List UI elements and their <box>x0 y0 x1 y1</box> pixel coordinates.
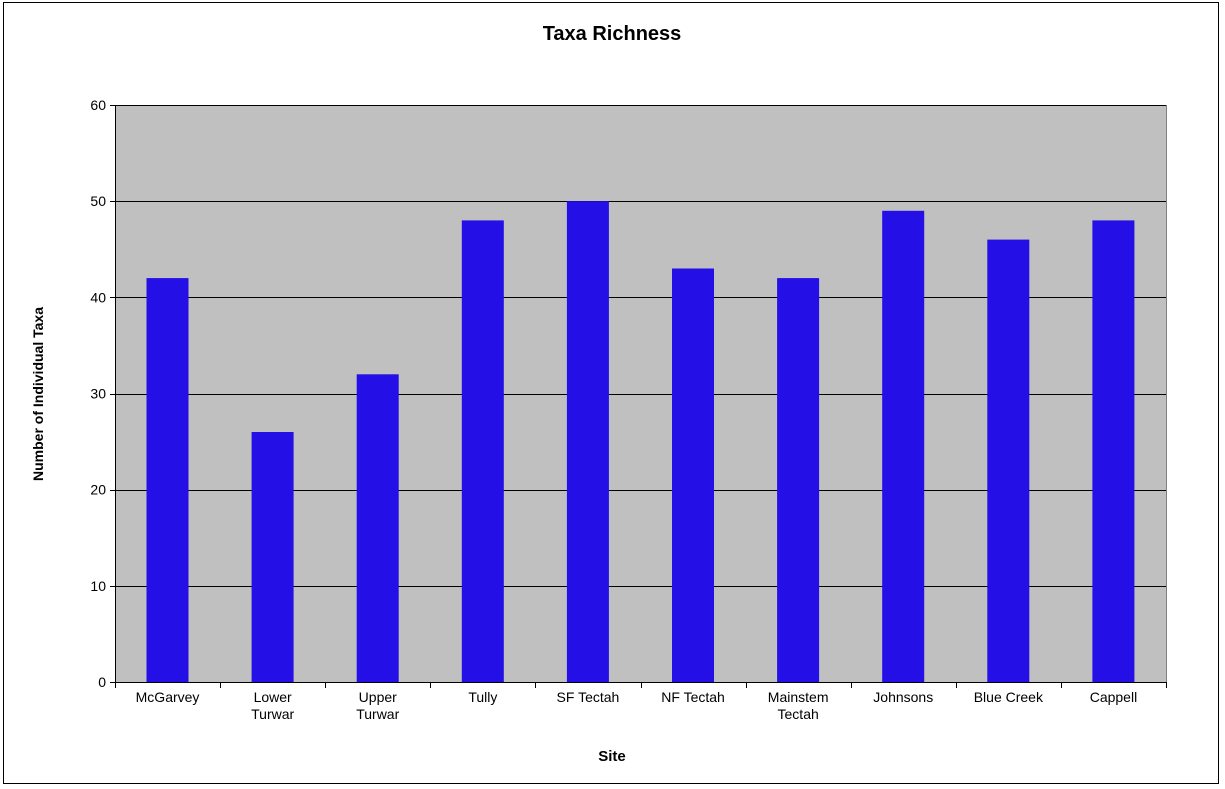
bars <box>146 201 1135 683</box>
bar <box>251 432 294 682</box>
x-tick-label: SF Tectah <box>557 689 620 705</box>
chart-frame: Taxa Richness 0 10 20 30 40 50 60 McGarvey Lowe… <box>3 2 1219 784</box>
x-tick-label: Upper Turwar <box>356 689 399 722</box>
x-tick-label: Johnsons <box>873 689 933 705</box>
y-tick-label: 50 <box>90 193 106 209</box>
y-tick-label: 30 <box>90 386 106 402</box>
x-tick-label-line: Turwar <box>356 706 399 722</box>
y-tick-label: 60 <box>90 97 106 113</box>
bar <box>987 239 1030 682</box>
bar <box>1092 220 1135 682</box>
y-tick-label: 0 <box>98 674 106 690</box>
x-tick-label-line: Johnsons <box>873 689 933 705</box>
x-tick-label: Cappell <box>1090 689 1137 705</box>
x-tick-label: McGarvey <box>136 689 200 705</box>
x-tick-label-line: Tully <box>468 689 497 705</box>
y-tick-label: 20 <box>90 482 106 498</box>
bar <box>777 278 820 682</box>
x-tick-label: Lower Turwar <box>251 689 294 722</box>
y-tick-label: 40 <box>90 289 106 305</box>
axes <box>110 105 1167 688</box>
x-tick-label-line: Upper <box>359 689 397 705</box>
bar <box>672 268 714 682</box>
x-axis-title: Site <box>598 748 626 765</box>
x-tick-label-line: Turwar <box>251 706 294 722</box>
y-tick-label: 10 <box>90 578 106 594</box>
y-axis-title: Number of Individual Taxa <box>30 307 46 481</box>
x-tick-label: Mainstem Tectah <box>768 689 829 722</box>
bar <box>566 201 609 682</box>
x-tick-label-line: Tectah <box>778 706 819 722</box>
x-tick-label-line: NF Tectah <box>661 689 725 705</box>
x-tick-label-line: Lower <box>254 689 292 705</box>
x-tick-label: Blue Creek <box>974 689 1044 705</box>
bar <box>882 210 925 683</box>
x-tick-label-line: McGarvey <box>136 689 200 705</box>
bar <box>356 374 399 682</box>
bar <box>146 278 189 682</box>
bar <box>461 220 504 682</box>
chart-title: Taxa Richness <box>542 23 682 45</box>
y-tick-labels: 0 10 20 30 40 50 60 <box>90 97 106 690</box>
x-tick-label: Tully <box>468 689 497 705</box>
x-tick-label-line: Mainstem <box>768 689 829 705</box>
x-tick-label-line: Cappell <box>1090 689 1137 705</box>
x-tick-label-line: Blue Creek <box>974 689 1044 705</box>
x-tick-label: NF Tectah <box>661 689 725 705</box>
x-tick-label-line: SF Tectah <box>557 689 620 705</box>
